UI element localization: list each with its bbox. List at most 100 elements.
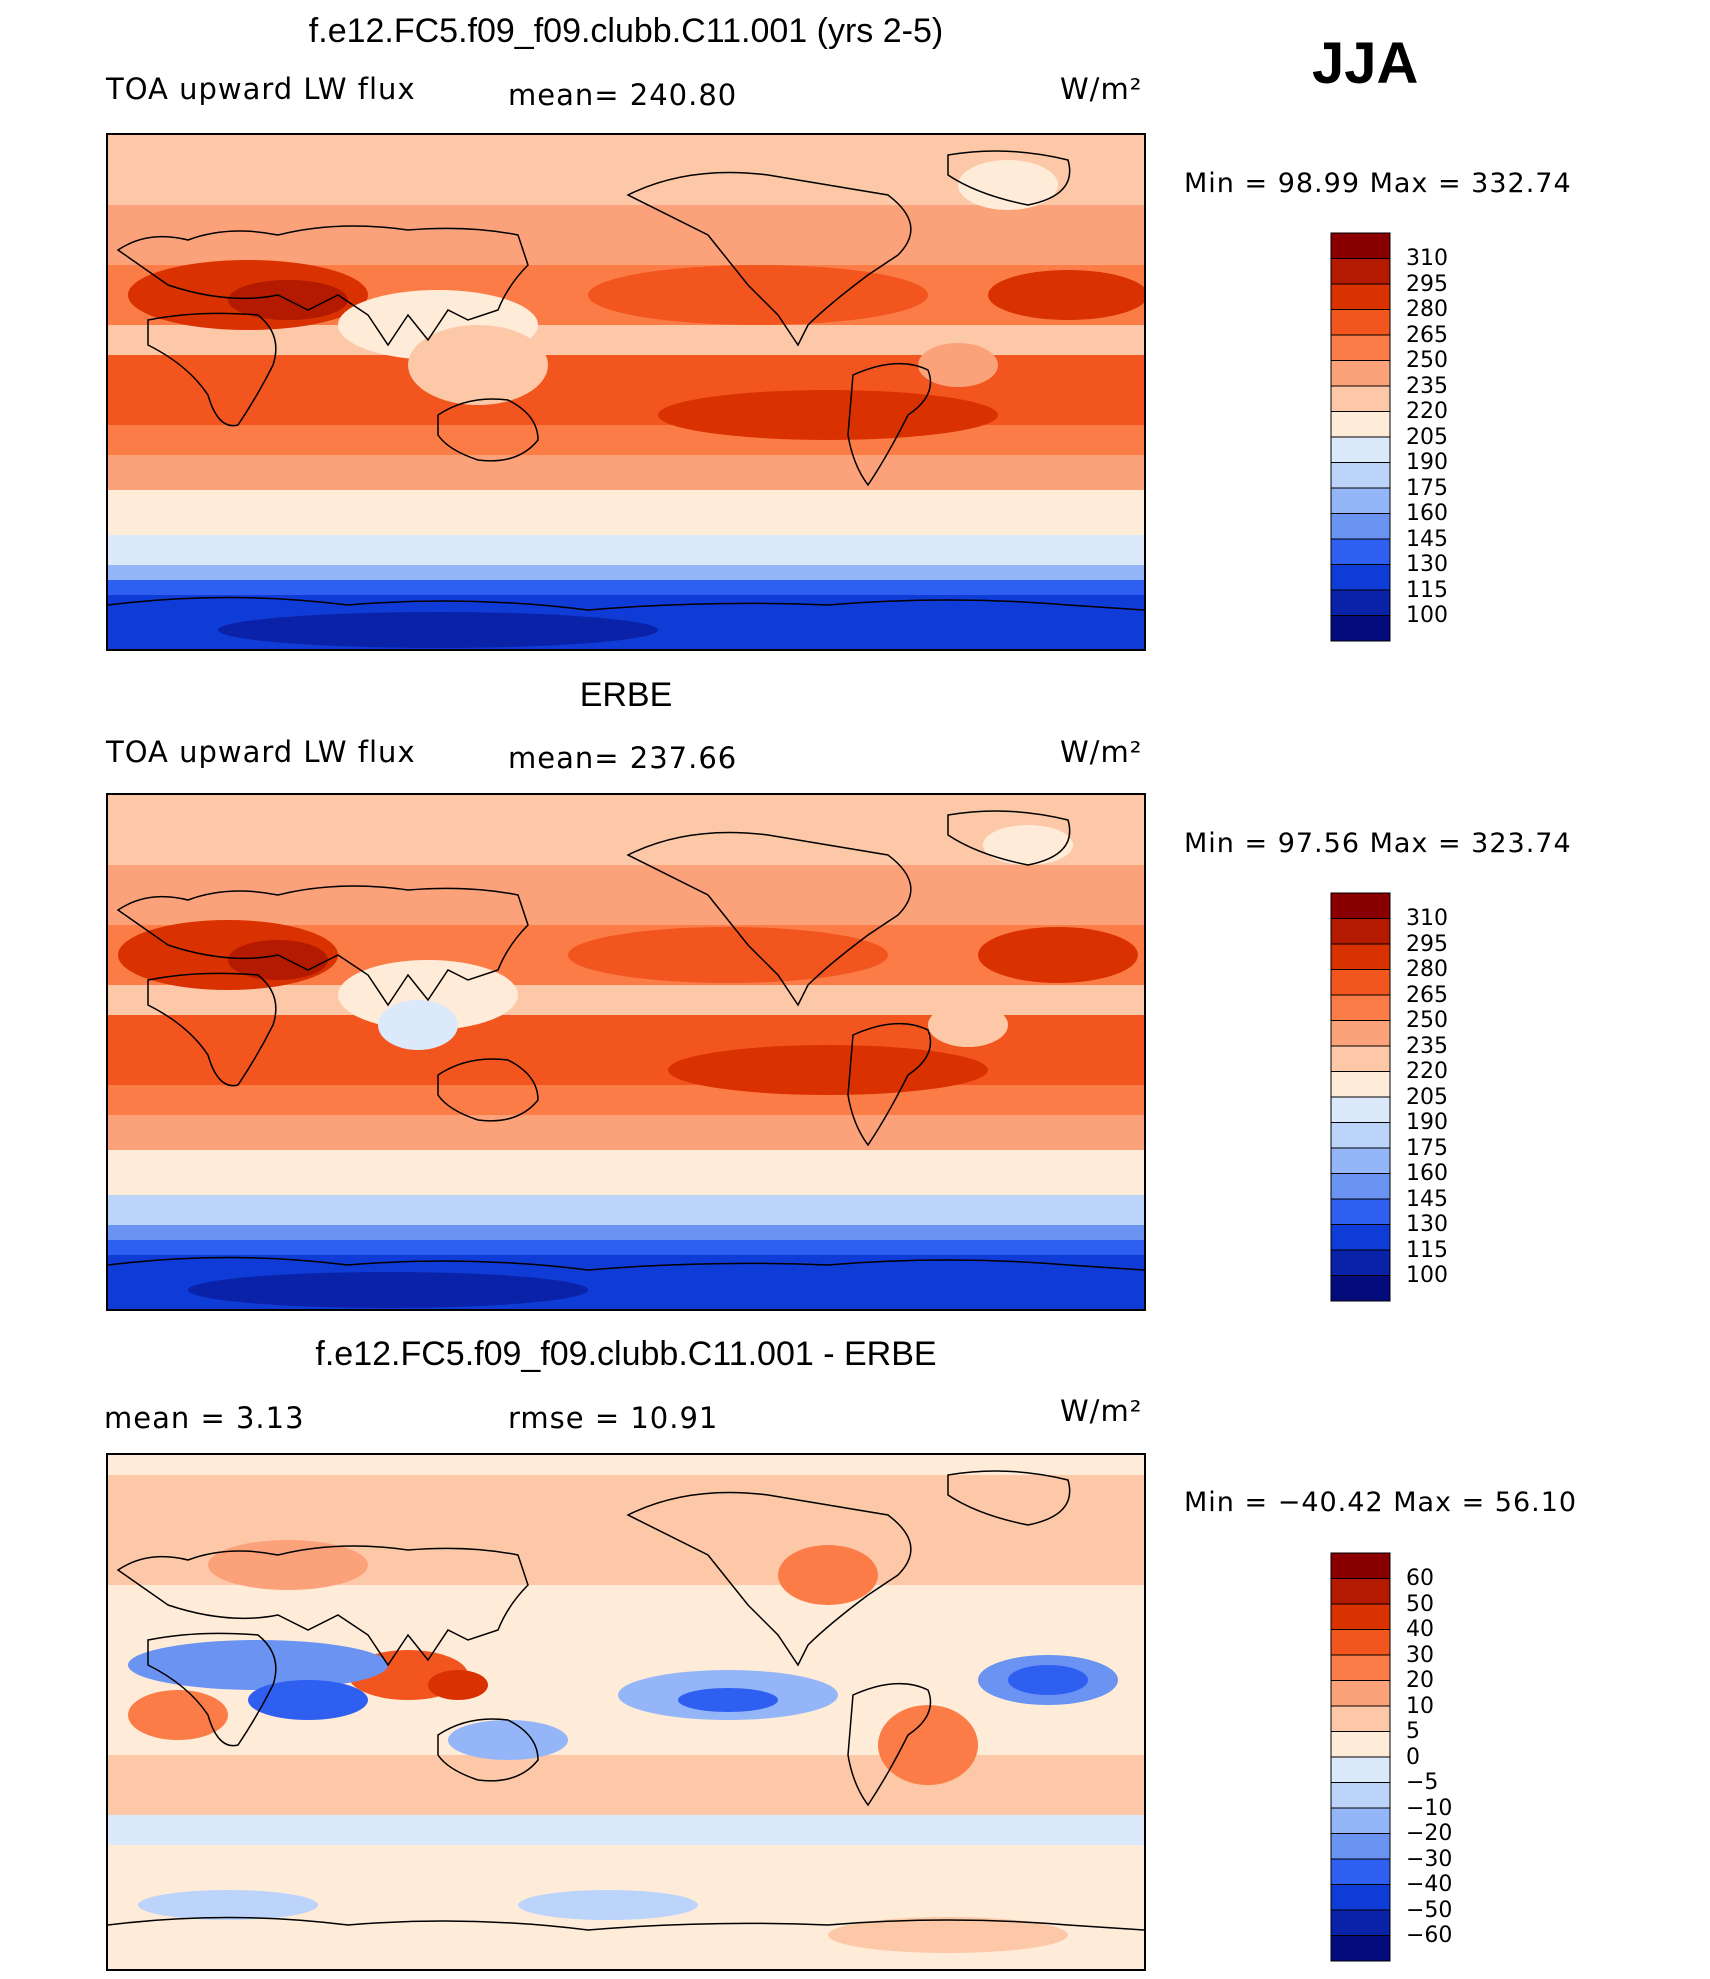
panel2-colorbar-tick-label: 100 <box>1406 1263 1448 1288</box>
panel3-colorbar-tick-label: −40 <box>1406 1872 1453 1897</box>
p1-band-midlat-s <box>108 455 1144 490</box>
panel3-colorbar-swatch <box>1330 1858 1391 1885</box>
panel2-colorbar-swatch <box>1330 1249 1391 1276</box>
panel2-colorbar-swatch <box>1330 1198 1391 1225</box>
panel3-colorbar-tick-label: 5 <box>1406 1719 1420 1744</box>
panel3-colorbar-tick-label: −60 <box>1406 1923 1453 1948</box>
panel2-colorbar-tick-label: 250 <box>1406 1008 1448 1033</box>
panel1-colorbar-swatches <box>1330 232 1391 642</box>
panel3-colorbar-swatch <box>1330 1705 1391 1732</box>
panel3-colorbar-tick-label: 60 <box>1406 1566 1434 1591</box>
panel2-colorbar-tick-label: 280 <box>1406 957 1448 982</box>
panel3-colorbar-tick-label: 20 <box>1406 1668 1434 1693</box>
panel2-colorbar-tick-label: 190 <box>1406 1110 1448 1135</box>
p1-coastlines <box>108 150 1144 611</box>
panel3-colorbar-tick-label: 30 <box>1406 1642 1434 1668</box>
panel3-colorbar-swatch <box>1330 1833 1391 1860</box>
panel1-colorbar-swatch <box>1330 360 1391 387</box>
p3-pos-europe <box>208 1540 368 1590</box>
panel3-colorbar-swatch <box>1330 1654 1391 1681</box>
panel2-colorbar-swatch <box>1330 918 1391 945</box>
panel3-title: f.e12.FC5.f09_f09.clubb.C11.001 - ERBE <box>315 1335 937 1373</box>
p1-band-subtrop-s <box>108 425 1144 455</box>
panel1-colorbar-swatch <box>1330 462 1391 489</box>
p3-pos-namer <box>778 1545 878 1605</box>
p3-band-so-cold <box>108 1815 1144 1845</box>
panel2-colorbar-swatch <box>1330 943 1391 970</box>
panel2-colorbar-tick-label: 115 <box>1406 1237 1448 1263</box>
p2-pacific-warm <box>568 927 888 983</box>
p2-atlantic-warm <box>978 927 1138 983</box>
panel2-colorbar-swatch <box>1330 969 1391 996</box>
panel2-colorbar-swatch <box>1330 1071 1391 1098</box>
p1-band-storm <box>108 490 1144 535</box>
p2-band-storm <box>108 1150 1144 1195</box>
p3-neg-so-2 <box>518 1890 698 1920</box>
panel2-colorbar-tick-label: 175 <box>1406 1135 1448 1161</box>
panel2-title: ERBE <box>579 676 673 714</box>
panel3-minmax: Min = −40.42 Max = 56.10 <box>1184 1487 1578 1518</box>
panel3-colorbar-swatch <box>1330 1782 1391 1809</box>
panel2-colorbar-tick-label: 235 <box>1406 1033 1448 1059</box>
panel1-colorbar-tick-label: 220 <box>1406 399 1448 424</box>
panel3-colorbar-tick-label: −30 <box>1406 1846 1453 1872</box>
panel2-colorbar-swatch <box>1330 1020 1391 1047</box>
panel3-colorbar-swatch <box>1330 1909 1391 1936</box>
panel2-colorbar-tick-label: 310 <box>1406 906 1448 931</box>
p1-band-midlat-n <box>108 205 1144 265</box>
panel1-colorbar-tick-label: 235 <box>1406 373 1448 399</box>
p1-band-so-3 <box>108 580 1144 595</box>
p3-pos-phil <box>428 1670 488 1700</box>
p2-sepac-hot <box>668 1045 988 1095</box>
panel2-colorbar-swatch <box>1330 1147 1391 1174</box>
panel2-colorbar-tick-label: 295 <box>1406 931 1448 957</box>
p1-greenland-cold <box>958 160 1058 210</box>
panel2-units-label: W/m² <box>1060 735 1143 769</box>
panel1-colorbar-swatch <box>1330 385 1391 412</box>
panel1-colorbar-tick-label: 175 <box>1406 475 1448 501</box>
p2-warmpool-cold <box>378 1000 458 1050</box>
panel3-colorbar-swatch <box>1330 1680 1391 1707</box>
panel3-colorbar-tick-label: −10 <box>1406 1795 1453 1821</box>
p1-warmpool-cold <box>408 325 548 405</box>
panel1-colorbar-swatch <box>1330 411 1391 438</box>
p2-band-arctic <box>108 795 1144 865</box>
panel1-colorbar-swatch <box>1330 513 1391 540</box>
panel3-map <box>106 1453 1146 1971</box>
panel2-colorbar-swatch <box>1330 994 1391 1021</box>
p3-pos-antarctic <box>828 1917 1068 1953</box>
p2-band-subtrop-s <box>108 1085 1144 1115</box>
panel1-colorbar-tick-label: 295 <box>1406 271 1448 297</box>
p3-pos-africa <box>128 1690 228 1740</box>
panel1-title: f.e12.FC5.f09_f09.clubb.C11.001 (yrs 2-5… <box>308 12 944 50</box>
panel2-colorbar-tick-label: 160 <box>1406 1161 1448 1186</box>
panel1-colorbar-swatch <box>1330 436 1391 463</box>
panel3-colorbar-swatches <box>1330 1552 1391 1962</box>
p1-antarctic-deep <box>218 612 658 648</box>
panel2-colorbar-swatch <box>1330 1224 1391 1251</box>
panel1-colorbar-tick-label: 145 <box>1406 526 1448 552</box>
panel1-colorbar-tick-label: 115 <box>1406 577 1448 603</box>
panel1-minmax: Min = 98.99 Max = 332.74 <box>1184 168 1572 199</box>
p3-neg-atl-core <box>1008 1665 1088 1695</box>
panel3-colorbar-swatch <box>1330 1552 1391 1579</box>
panel2-colorbar-tick-label: 145 <box>1406 1186 1448 1212</box>
panel1-variable-label: TOA upward LW flux <box>106 72 416 106</box>
p2-coastlines <box>108 810 1144 1271</box>
panel3-colorbar-swatch <box>1330 1807 1391 1834</box>
panel1-colorbar-tick-label: 310 <box>1406 246 1448 271</box>
p1-band-so-2 <box>108 565 1144 580</box>
panel1-colorbar-swatch <box>1330 334 1391 361</box>
panel2-colorbar-tick-label: 265 <box>1406 982 1448 1008</box>
panel1-colorbar-swatch <box>1330 564 1391 591</box>
panel2-variable-label: TOA upward LW flux <box>106 735 416 769</box>
panel3-colorbar-tick-label: −50 <box>1406 1897 1453 1923</box>
p2-amazon-cold <box>928 1003 1008 1047</box>
panel1-colorbar-swatch <box>1330 258 1391 285</box>
p2-band-so-1 <box>108 1195 1144 1225</box>
panel1-colorbar-tick-label: 190 <box>1406 450 1448 475</box>
p3-neg-arabsea <box>128 1640 388 1690</box>
p1-amazon-cold <box>918 343 998 387</box>
panel2-mean-label: mean= 237.66 <box>508 741 738 775</box>
panel3-colorbar-tick-label: −20 <box>1406 1821 1453 1846</box>
